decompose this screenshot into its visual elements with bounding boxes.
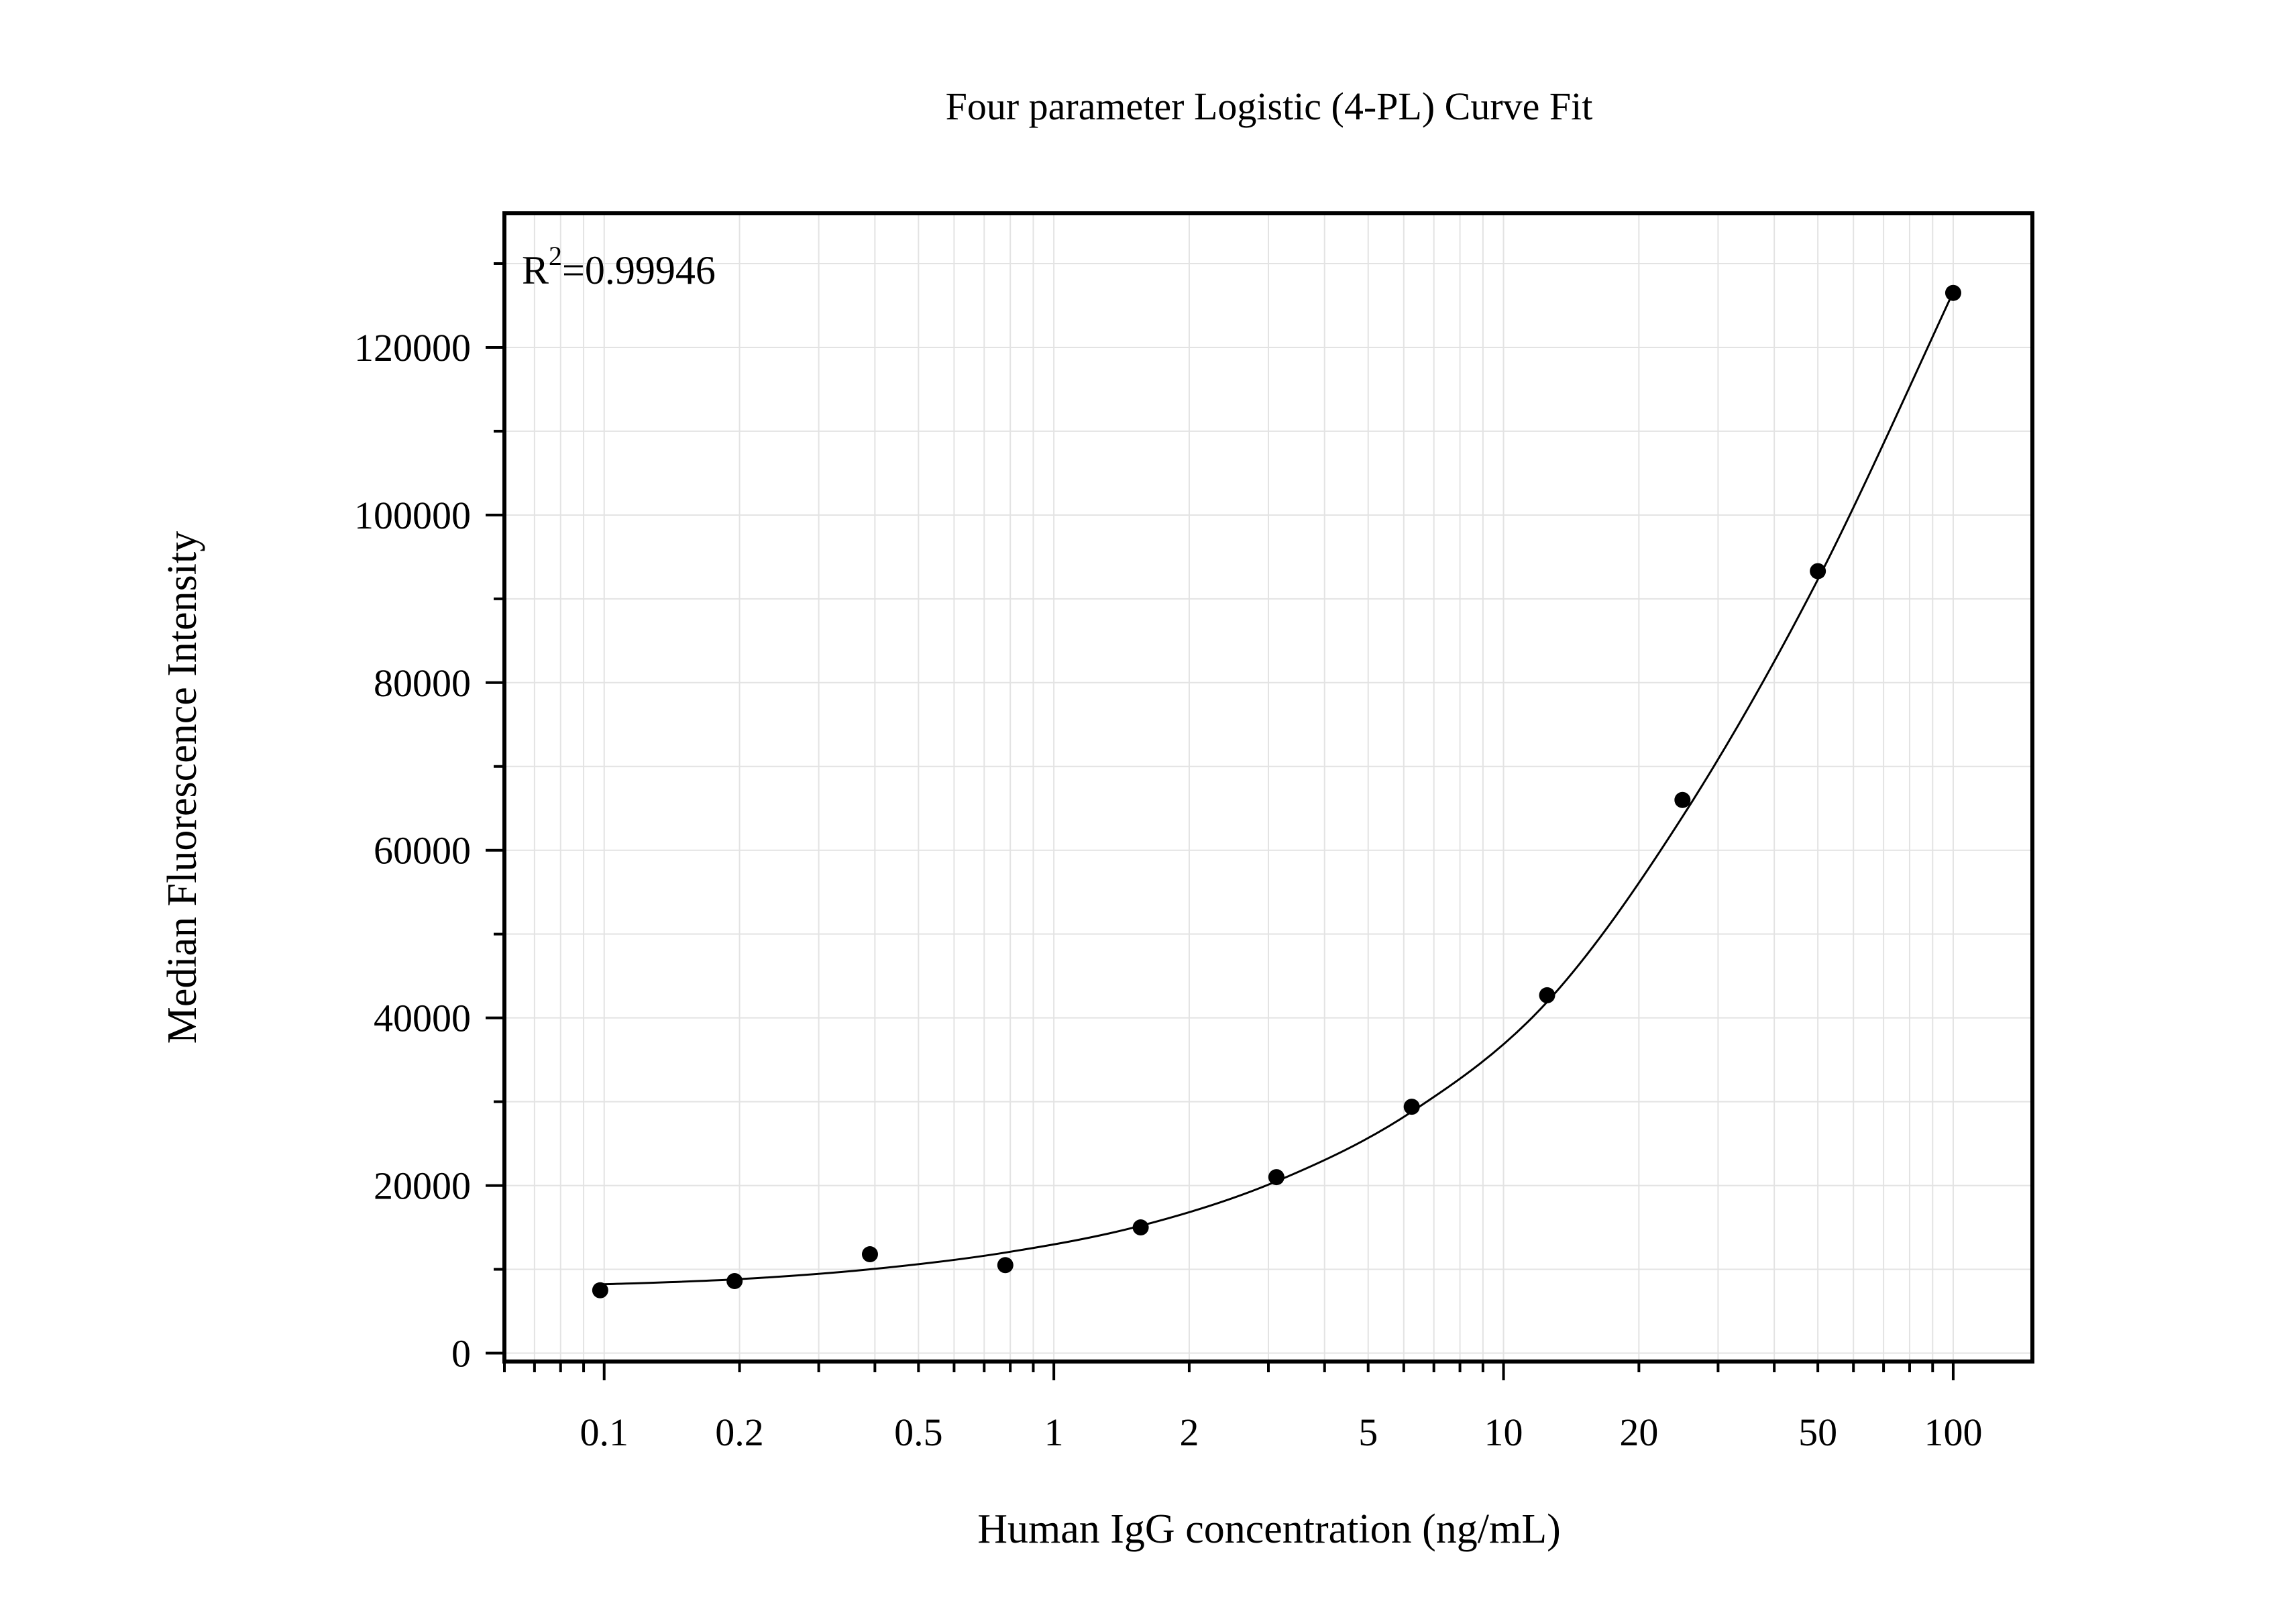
fit-curve [600,291,1955,1286]
x-tick-label: 20 [1619,1410,1658,1454]
data-point [997,1257,1014,1274]
data-point [1268,1169,1284,1186]
x-tick-label: 0.2 [715,1410,764,1454]
x-tick-label: 50 [1798,1410,1837,1454]
data-point [1539,987,1555,1003]
y-tick-label: 0 [451,1332,471,1376]
data-point [861,1246,878,1263]
data-point [1674,791,1691,808]
x-tick-label: 10 [1484,1410,1523,1454]
y-tick-label: 20000 [374,1164,471,1208]
data-point [1403,1099,1420,1115]
y-tick-label: 40000 [374,997,471,1040]
y-tick-label: 80000 [374,661,471,705]
x-tick-label: 5 [1358,1410,1378,1454]
tick-labels: 0.1 0.2 0.5 1 2 5 10 20 50 100 0 20000 40000 60000 800… [354,326,1982,1454]
y-tick-label: 100000 [354,494,471,537]
data-point [1810,563,1826,579]
x-tick-label: 100 [1924,1410,1982,1454]
x-tick-label: 1 [1044,1410,1064,1454]
y-tick-label: 120000 [354,326,471,370]
data-point [1945,284,1961,301]
x-tick-label: 0.1 [580,1410,628,1454]
grid [504,213,2032,1362]
fit-curve-path [600,291,1955,1286]
data-point [726,1273,743,1290]
data-points [592,284,1961,1298]
r2-superscript: 2 [549,241,562,271]
data-point [1132,1219,1149,1236]
data-point [592,1282,608,1298]
axis-ticks [486,262,1955,1380]
y-axis-label: Median Fluorescence Intensity [160,531,205,1044]
x-tick-label: 0.5 [894,1410,943,1454]
chart-title: Four parameter Logistic (4-PL) Curve Fit [946,85,1593,128]
r2-base: R [522,248,549,292]
r2-value: =0.99946 [562,248,716,292]
x-axis-label: Human IgG concentration (ng/mL) [977,1506,1560,1552]
y-tick-label: 60000 [374,829,471,873]
x-tick-label: 2 [1179,1410,1199,1454]
r2-annotation: R2=0.99946 [522,241,716,292]
